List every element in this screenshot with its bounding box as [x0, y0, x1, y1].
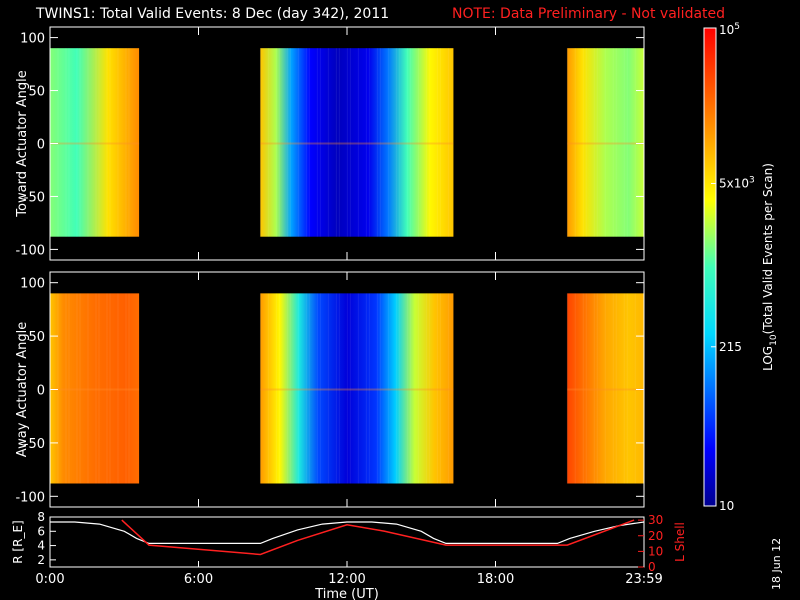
y2-tick-label: 20 [648, 529, 663, 543]
x-tick-label: 23:59 [625, 572, 662, 587]
radius-ylabel: R [R_E] [11, 520, 25, 563]
y-tick-label: -100 [15, 490, 45, 505]
colorbar-bar [703, 27, 717, 507]
heatmap-block [50, 48, 140, 237]
x-tick-label: 0:00 [35, 572, 64, 587]
y2-tick-label: 10 [648, 544, 663, 558]
y-tick-label: 50 [28, 330, 45, 345]
x-tick-label: 18:00 [477, 572, 514, 587]
heatmap-block [260, 48, 454, 237]
y-tick-label: -100 [15, 243, 45, 258]
middle-ylabel: Away Actuator Angle [15, 322, 30, 457]
y-tick-label: 8 [37, 510, 45, 524]
lshell-line [121, 519, 635, 556]
y2-tick-label: 30 [648, 513, 663, 527]
y-tick-label: 4 [37, 539, 45, 553]
heatmap-block [50, 293, 140, 484]
radius-line [50, 521, 645, 545]
y-tick-label: 0 [37, 138, 45, 153]
preliminary-note: NOTE: Data Preliminary - Not validated [452, 6, 726, 22]
y-tick-label: 2 [37, 553, 45, 567]
middle-panel: 100 50 0 -50 -100 Away Actuator Angle [15, 271, 645, 508]
y-tick-label: 0 [37, 384, 45, 399]
datestamp: 18 Jun 12 [770, 537, 783, 590]
heatmap-block [260, 293, 454, 484]
top-panel: 100 50 0 -50 -100 Toward Actuator Angle [15, 26, 645, 261]
y-tick-label: -50 [24, 437, 45, 452]
lshell-ylabel: L Shell [673, 522, 687, 562]
y-tick-label: -50 [24, 190, 45, 205]
y-tick-label: 100 [20, 277, 45, 292]
y-tick-label: 100 [20, 32, 45, 47]
colorbar-label: LOG10(Total Valid Events per Scan) [761, 163, 779, 371]
top-ylabel: Toward Actuator Angle [15, 70, 30, 217]
chart-title: TWINS1: Total Valid Events: 8 Dec (day 3… [36, 6, 390, 22]
colorbar-tick-label: 5x103 [719, 175, 755, 190]
heatmap-block [567, 293, 644, 484]
y-tick-label: 6 [37, 524, 45, 538]
x-tick-label: 6:00 [184, 572, 213, 587]
x-tick-label: 12:00 [328, 572, 365, 587]
colorbar-tick-label: 215 [719, 340, 742, 354]
colorbar-tick-label: 10 [719, 499, 734, 513]
colorbar: 105 5x103 215 10 LOG10(Total Valid Events pe… [703, 22, 779, 513]
heatmap-block [567, 48, 644, 237]
y2-tick-label: 0 [648, 560, 656, 574]
x-axis-label: Time (UT) [314, 587, 379, 600]
y-tick-label: 50 [28, 85, 45, 100]
colorbar-tick-label: 105 [719, 22, 740, 37]
title-row: TWINS1: Total Valid Events: 8 Dec (day 3… [0, 4, 800, 24]
